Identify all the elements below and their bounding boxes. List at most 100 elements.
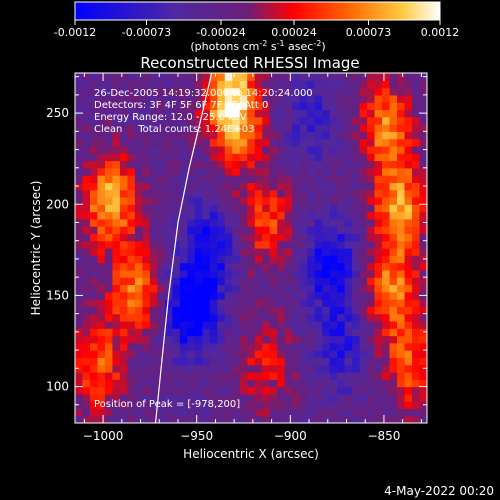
heatmap-cell (134, 153, 144, 162)
heatmap-cell (82, 364, 91, 373)
heatmap-cell (299, 255, 308, 264)
heatmap-cell (284, 226, 293, 235)
heatmap-cell (322, 145, 331, 154)
heatmap-cell (187, 138, 196, 147)
heatmap-cell (164, 357, 173, 366)
heatmap-cell (202, 255, 211, 264)
heatmap-cell (404, 109, 413, 118)
heatmap-cell (247, 393, 256, 402)
heatmap-cell (112, 401, 121, 410)
heatmap-cell (292, 87, 301, 96)
heatmap-cell (194, 160, 203, 169)
heatmap-cell (382, 364, 391, 373)
heatmap-cell (224, 94, 233, 103)
heatmap-cell (412, 386, 421, 395)
heatmap-cell (97, 196, 106, 205)
heatmap-cell (104, 277, 114, 286)
heatmap-cell (292, 240, 301, 249)
heatmap-cell (419, 386, 427, 395)
heatmap-cell (382, 167, 391, 176)
heatmap-cell (374, 109, 383, 118)
heatmap-cell (127, 218, 136, 227)
heatmap-cell (187, 401, 196, 410)
heatmap-cell (299, 342, 308, 351)
heatmap-cell (172, 138, 181, 147)
heatmap-cell (134, 320, 144, 329)
heatmap-cell (299, 138, 308, 147)
heatmap-cell (194, 364, 203, 373)
heatmap-cell (352, 284, 361, 293)
heatmap-cell (299, 408, 308, 417)
heatmap-cell (119, 167, 129, 176)
heatmap-cell (419, 226, 427, 235)
heatmap-cell (404, 386, 413, 395)
heatmap-cell (239, 196, 248, 205)
heatmap-cell (322, 386, 331, 395)
heatmap-cell (224, 138, 233, 147)
heatmap-cell (277, 357, 286, 366)
heatmap-cell (149, 401, 158, 410)
heatmap-cell (397, 131, 406, 140)
heatmap-cell (359, 87, 368, 96)
heatmap-cell (112, 364, 121, 373)
heatmap-cell (254, 379, 263, 388)
heatmap-cell (277, 408, 286, 417)
heatmap-cell (157, 262, 166, 271)
heatmap-cell (89, 262, 99, 271)
heatmap-cell (329, 109, 338, 118)
heatmap-cell (374, 196, 383, 205)
heatmap-cell (239, 313, 248, 322)
heatmap-cell (232, 306, 241, 315)
heatmap-cell (187, 248, 196, 256)
heatmap-cell (254, 138, 263, 147)
heatmap-cell (142, 145, 151, 154)
heatmap-cell (419, 233, 427, 242)
heatmap-cell (127, 87, 136, 96)
heatmap-cell (292, 204, 301, 213)
heatmap-cell (75, 357, 84, 366)
heatmap-cell (97, 189, 106, 198)
heatmap-cell (322, 364, 331, 373)
heatmap-cell (329, 233, 338, 242)
heatmap-cell (217, 73, 226, 81)
heatmap-cell (307, 87, 316, 96)
heatmap-cell (269, 211, 278, 220)
heatmap-cell (134, 196, 144, 205)
heatmap-cell (119, 102, 129, 111)
heatmap-cell (269, 233, 278, 242)
heatmap-cell (202, 408, 211, 417)
heatmap-cell (134, 218, 144, 227)
heatmap-cell (374, 386, 383, 395)
heatmap-cell (382, 408, 391, 417)
heatmap-cell (104, 299, 114, 307)
heatmap-cell (307, 262, 316, 271)
heatmap-cell (307, 109, 316, 118)
heatmap-cell (269, 364, 278, 373)
heatmap-cell (202, 87, 211, 96)
heatmap-cell (142, 138, 151, 147)
heatmap-cell (419, 269, 427, 278)
heatmap-cell (134, 357, 144, 366)
heatmap-cell (397, 189, 406, 198)
heatmap-cell (397, 233, 406, 242)
heatmap-cell (344, 160, 353, 169)
heatmap-cell (397, 320, 406, 329)
heatmap-cell (269, 393, 278, 402)
heatmap-cell (412, 393, 421, 402)
heatmap-cell (314, 371, 323, 380)
heatmap-cell (217, 313, 226, 322)
heatmap-cell (247, 320, 256, 329)
heatmap-cell (412, 299, 421, 307)
heatmap-cell (209, 211, 218, 220)
heatmap-cell (269, 109, 278, 118)
heatmap-cell (292, 167, 301, 176)
heatmap-cell (389, 211, 398, 220)
heatmap-cell (209, 204, 218, 213)
heatmap-cell (134, 408, 144, 417)
heatmap-cell (352, 401, 361, 410)
heatmap-cell (179, 262, 188, 271)
heatmap-cell (277, 299, 286, 307)
heatmap-cell (179, 240, 188, 249)
heatmap-cell (112, 124, 121, 132)
heatmap-cell (277, 109, 286, 118)
